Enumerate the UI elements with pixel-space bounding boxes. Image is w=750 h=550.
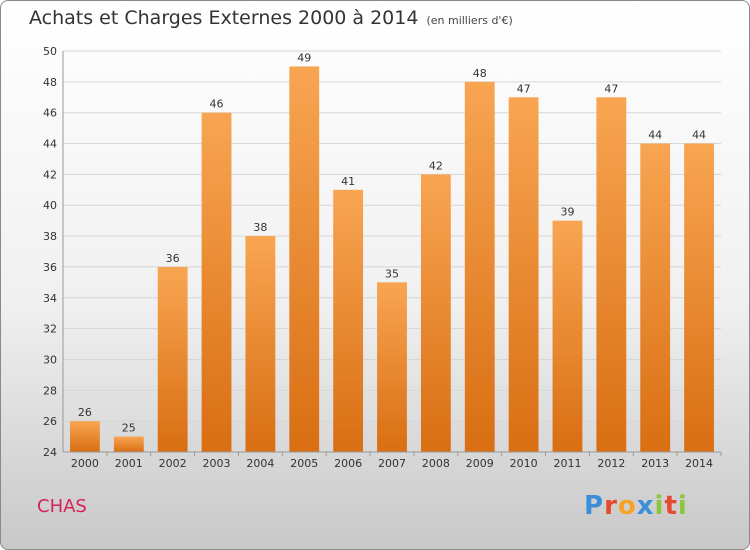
y-tick-label: 34 [43,292,57,305]
x-tick-label: 2012 [597,457,625,470]
x-tick-label: 2007 [378,457,406,470]
y-tick-label: 36 [43,261,57,274]
chart-title: Achats et Charges Externes 2000 à 2014 (e… [29,7,513,29]
data-label-2014: 44 [692,129,706,142]
y-tick-label: 32 [43,323,57,336]
x-tick-label: 2002 [159,457,187,470]
bar-2004 [245,236,276,452]
bar-2011 [552,220,583,452]
data-label-2008: 42 [429,159,443,172]
y-tick-label: 40 [43,199,57,212]
data-label-2002: 36 [166,252,180,265]
bar-2012 [596,97,627,453]
bar-2013 [640,143,671,453]
y-tick-label: 50 [43,45,57,58]
data-label-2000: 26 [78,406,92,419]
data-label-2006: 41 [341,175,355,188]
y-tick-label: 26 [43,415,57,428]
x-tick-label: 2001 [115,457,143,470]
x-tick-label: 2009 [466,457,494,470]
y-tick-label: 48 [43,76,57,89]
y-tick-label: 28 [43,384,57,397]
chart-subtitle: (en milliers d'€) [426,14,513,27]
y-tick-label: 46 [43,107,57,120]
bar-2003 [201,112,232,452]
bar-2005 [289,66,320,452]
proxiti-logo: Proxiti [584,491,688,521]
x-tick-label: 2011 [553,457,581,470]
x-tick-label: 2008 [422,457,450,470]
data-label-2001: 25 [122,422,136,435]
data-label-2011: 39 [560,206,574,219]
place-name: CHAS [37,496,87,517]
y-tick-label: 38 [43,230,57,243]
x-tick-label: 2005 [290,457,318,470]
bar-2002 [157,266,188,452]
y-tick-label: 42 [43,168,57,181]
data-label-2003: 46 [210,98,224,111]
x-tick-label: 2010 [510,457,538,470]
bar-2009 [464,81,495,452]
x-tick-label: 2006 [334,457,362,470]
data-label-2004: 38 [253,221,267,234]
x-tick-label: 2004 [246,457,274,470]
bar-2010 [508,97,539,453]
data-label-2012: 47 [604,82,618,95]
bar-2001 [113,436,144,452]
y-tick-label: 24 [43,446,57,459]
y-tick-label: 30 [43,353,57,366]
data-label-2009: 48 [473,67,487,80]
chart-title-text: Achats et Charges Externes 2000 à 2014 [29,7,419,29]
bar-2000 [70,421,100,452]
bar-2008 [420,174,451,452]
x-tick-label: 2013 [641,457,669,470]
data-label-2013: 44 [648,129,662,142]
bar-2006 [333,189,364,453]
x-tick-label: 2003 [203,457,231,470]
bar-2007 [377,282,407,452]
bar-2014 [684,143,714,453]
x-tick-label: 2000 [71,457,99,470]
data-label-2005: 49 [297,51,311,64]
y-tick-label: 44 [43,138,57,151]
data-label-2010: 47 [517,82,531,95]
data-label-2007: 35 [385,267,399,280]
x-tick-label: 2014 [685,457,713,470]
